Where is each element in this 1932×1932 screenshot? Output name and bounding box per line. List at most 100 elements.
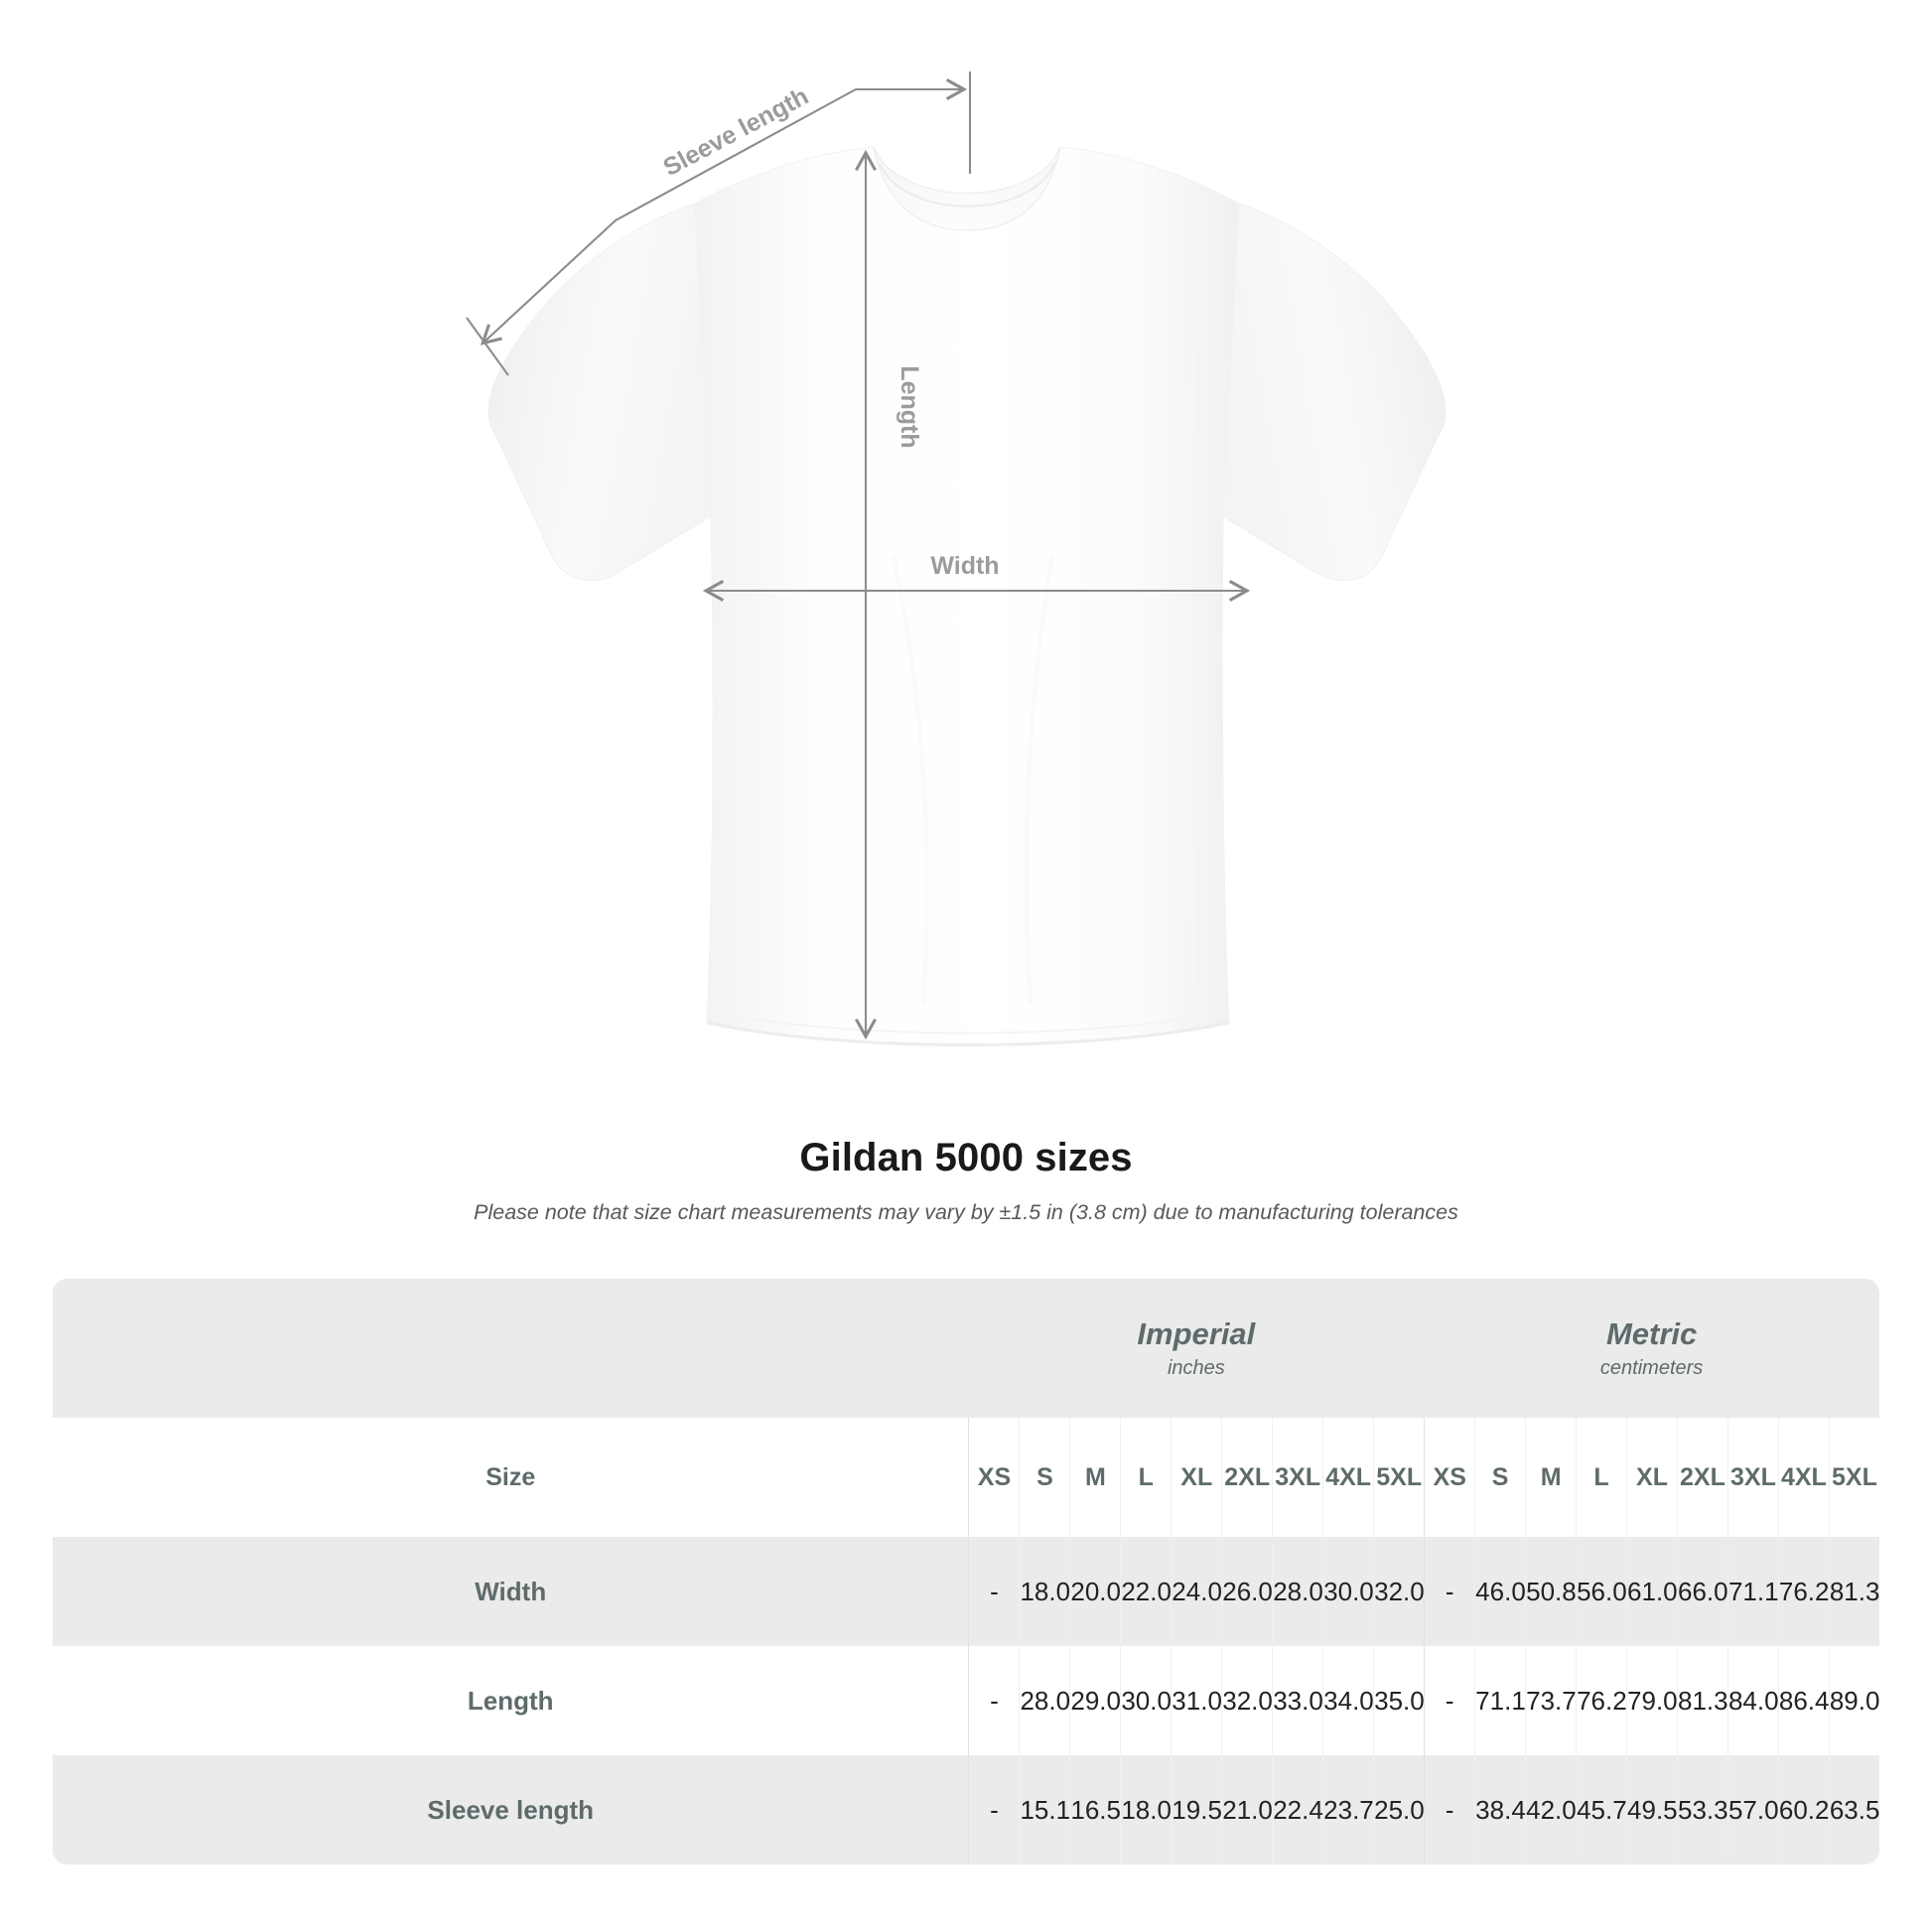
cell-length-imperial-xl: 31.0	[1171, 1646, 1222, 1755]
cell-sleeve-length-metric-xs: -	[1424, 1755, 1475, 1864]
size-header-row: Size XS S M L XL 2XL 3XL 4XL 5XL XS S M L XL 2XL 3XL 4XL 5…	[53, 1418, 1879, 1537]
cell-sleeve-length-imperial-l: 18.0	[1120, 1755, 1172, 1864]
size-header-metric-3xl: 3XL	[1726, 1418, 1778, 1537]
tshirt-illustration	[487, 146, 1447, 1046]
cell-width-metric-3xl: 71.1	[1726, 1537, 1779, 1646]
size-header-metric-m: M	[1525, 1418, 1577, 1537]
size-table: Imperial inches Metric centimeters Size XS S M L…	[53, 1279, 1879, 1864]
size-header-imperial-4xl: 4XL	[1322, 1418, 1374, 1537]
cell-length-metric-2xl: 81.3	[1676, 1646, 1728, 1755]
size-header-imperial-xl: XL	[1171, 1418, 1222, 1537]
cell-width-metric-l: 56.0	[1576, 1537, 1627, 1646]
size-header-imperial-3xl: 3XL	[1272, 1418, 1323, 1537]
cell-length-imperial-3xl: 33.0	[1272, 1646, 1323, 1755]
unit-group-metric: Metric centimeters	[1424, 1279, 1879, 1418]
cell-sleeve-length-metric-5xl: 63.5	[1828, 1755, 1879, 1864]
table-row: Sleeve length -15.1 16.5 18.0 19.5 21.0 22.4 23…	[53, 1755, 1879, 1864]
cell-sleeve-length-imperial-4xl: 23.7	[1322, 1755, 1374, 1864]
row-label: Width	[53, 1537, 969, 1646]
cell-sleeve-length-metric-m: 42.0	[1525, 1755, 1577, 1864]
cell-width-imperial-m: 20.0	[1069, 1537, 1121, 1646]
unit-group-sub: inches	[1167, 1357, 1225, 1380]
size-header-metric-5xl: 5XL	[1828, 1418, 1879, 1537]
unit-group-name: Imperial	[1137, 1315, 1256, 1351]
cell-width-imperial-2xl: 26.0	[1221, 1537, 1273, 1646]
cell-sleeve-length-imperial-m: 16.5	[1069, 1755, 1121, 1864]
row-label: Length	[53, 1646, 969, 1755]
measurement-lines	[466, 71, 1251, 1040]
size-header-imperial-2xl: 2XL	[1221, 1418, 1273, 1537]
cell-sleeve-length-metric-2xl: 53.3	[1676, 1755, 1728, 1864]
cell-sleeve-length-imperial-xl: 19.5	[1171, 1755, 1222, 1864]
cell-sleeve-length-imperial-3xl: 22.4	[1272, 1755, 1323, 1864]
unit-group-name: Metric	[1605, 1315, 1698, 1351]
size-header-imperial-m: M	[1069, 1418, 1121, 1537]
unit-group-imperial: Imperial inches	[968, 1279, 1425, 1418]
cell-length-metric-5xl: 89.0	[1828, 1646, 1879, 1755]
cell-length-imperial-4xl: 34.0	[1322, 1646, 1374, 1755]
size-header-imperial-xs: XS	[968, 1418, 1020, 1537]
title-block: Gildan 5000 sizes Please note that size …	[0, 1134, 1932, 1227]
cell-width-metric-xs: -	[1424, 1537, 1475, 1646]
cell-length-imperial-2xl: 32.0	[1221, 1646, 1273, 1755]
cell-width-imperial-l: 22.0	[1120, 1537, 1172, 1646]
size-header-imperial-s: S	[1019, 1418, 1070, 1537]
cell-length-metric-4xl: 86.4	[1777, 1646, 1830, 1755]
cell-length-metric-l: 76.2	[1576, 1646, 1627, 1755]
cell-width-metric-2xl: 66.0	[1676, 1537, 1728, 1646]
size-header-metric-xs: XS	[1424, 1418, 1475, 1537]
cell-width-metric-s: 46.0	[1474, 1537, 1526, 1646]
size-header-metric-2xl: 2XL	[1676, 1418, 1727, 1537]
cell-sleeve-length-metric-xl: 49.5	[1626, 1755, 1678, 1864]
size-header-metric-4xl: 4XL	[1777, 1418, 1829, 1537]
cell-sleeve-length-imperial-2xl: 21.0	[1221, 1755, 1273, 1864]
size-header-metric-xl: XL	[1626, 1418, 1677, 1537]
cell-length-metric-xl: 79.0	[1626, 1646, 1678, 1755]
cell-width-imperial-xs: -	[968, 1537, 1020, 1646]
cell-sleeve-length-metric-l: 45.7	[1576, 1755, 1627, 1864]
cell-sleeve-length-imperial-xs: -	[968, 1755, 1020, 1864]
sleeve-length-arrow	[480, 78, 968, 345]
cell-width-imperial-xl: 24.0	[1171, 1537, 1222, 1646]
cell-width-imperial-5xl: 32.0	[1373, 1537, 1425, 1646]
cell-sleeve-length-imperial-s: 15.1	[1019, 1755, 1070, 1864]
cell-width-imperial-s: 18.0	[1019, 1537, 1070, 1646]
length-label: Length	[896, 365, 923, 448]
size-header-label: Size	[53, 1418, 969, 1537]
size-header-metric-s: S	[1474, 1418, 1526, 1537]
page-title: Gildan 5000 sizes	[799, 1136, 1133, 1179]
cell-width-imperial-4xl: 30.0	[1322, 1537, 1374, 1646]
page-subtitle: Please note that size chart measurements…	[474, 1200, 1458, 1224]
cell-sleeve-length-metric-s: 38.4	[1474, 1755, 1526, 1864]
unit-group-sub: centimeters	[1599, 1357, 1704, 1380]
cell-sleeve-length-metric-3xl: 57.0	[1726, 1755, 1779, 1864]
cell-width-metric-5xl: 81.3	[1828, 1537, 1879, 1646]
cell-length-imperial-s: 28.0	[1019, 1646, 1070, 1755]
unit-group-row: Imperial inches Metric centimeters	[53, 1279, 1879, 1418]
cell-length-metric-3xl: 84.0	[1726, 1646, 1779, 1755]
width-label: Width	[930, 552, 999, 580]
cell-length-metric-m: 73.7	[1525, 1646, 1577, 1755]
cell-length-metric-xs: -	[1424, 1646, 1475, 1755]
cell-width-metric-xl: 61.0	[1626, 1537, 1678, 1646]
size-table-wrapper: Imperial inches Metric centimeters Size XS S M L…	[53, 1279, 1879, 1864]
cell-width-metric-m: 50.8	[1525, 1537, 1577, 1646]
table-row: Width -18.0 20.0 22.0 24.0 26.0 28.0 30.0 32.0-4…	[53, 1537, 1879, 1646]
cell-width-metric-4xl: 76.2	[1777, 1537, 1830, 1646]
size-header-imperial-l: L	[1120, 1418, 1172, 1537]
unit-row-spacer	[53, 1279, 969, 1418]
cell-sleeve-length-imperial-5xl: 25.0	[1373, 1755, 1425, 1864]
cell-length-imperial-m: 29.0	[1069, 1646, 1121, 1755]
cell-width-imperial-3xl: 28.0	[1272, 1537, 1323, 1646]
cell-length-imperial-l: 30.0	[1120, 1646, 1172, 1755]
tshirt-diagram: Sleeve length Length Width	[466, 71, 1447, 1046]
table-row: Length -28.0 29.0 30.0 31.0 32.0 33.0 34.0 35.0-…	[53, 1646, 1879, 1755]
size-header-metric-l: L	[1576, 1418, 1627, 1537]
cell-length-metric-s: 71.1	[1474, 1646, 1526, 1755]
row-label: Sleeve length	[53, 1755, 969, 1864]
cell-length-imperial-5xl: 35.0	[1373, 1646, 1425, 1755]
size-header-imperial-5xl: 5XL	[1373, 1418, 1425, 1537]
sleeve-hem-tick	[466, 317, 509, 376]
cell-length-imperial-xs: -	[968, 1646, 1020, 1755]
